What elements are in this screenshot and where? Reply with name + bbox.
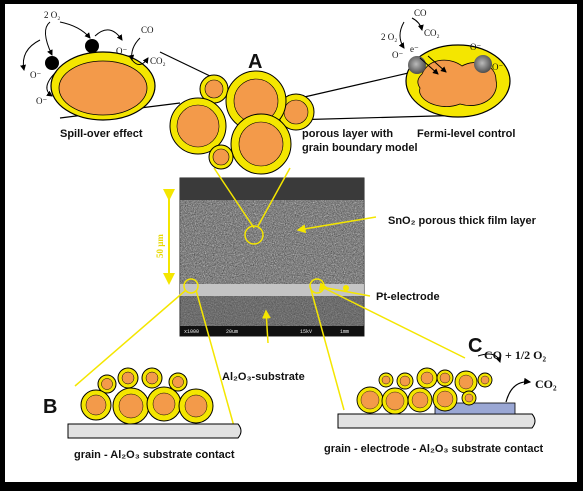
porous-layer-label-2: grain boundary model (302, 142, 418, 154)
porous-layer-label-1: porous layer with (302, 128, 393, 140)
pt-electrode-label: Pt-electrode (376, 291, 440, 303)
callout-lines-yellow (74, 167, 466, 431)
grain-cluster-c: CO + 1/2 O₂ CO₂ (337, 348, 557, 429)
co2-label-3: CO₂ (535, 377, 557, 391)
grain-electrode-contact-label: grain - electrode - Al₂O₃ substrate cont… (324, 443, 544, 455)
grain-cluster-b (67, 367, 242, 439)
o-minus-label-3: O⁻ (36, 96, 47, 106)
o-minus-label-6: O⁻ (492, 62, 503, 72)
co2-label-2: CO₂ (424, 28, 440, 38)
o-minus-label-5: O⁻ (470, 42, 481, 52)
sem-kv: 15kV (300, 329, 312, 335)
fermi-label: Fermi-level control (417, 128, 515, 140)
marker-c: C (468, 335, 482, 357)
spill-over-grain: 2 O₂ CO CO₂ O⁻ O⁻ O⁻ (20, 10, 166, 121)
o-minus-label-4: O⁻ (392, 50, 403, 60)
fermi-grain: CO CO₂ 2 O₂ O⁻ e⁻ O⁻ O⁻ (381, 8, 511, 118)
spill-over-label: Spill-over effect (60, 128, 143, 140)
al2o3-substrate-label: Al₂O₃-substrate (222, 371, 305, 383)
co-label-2: CO (414, 8, 427, 18)
o2-label-2: 2 O₂ (381, 32, 397, 42)
sem-scale-text: 20um (226, 329, 238, 335)
sem-magnification: x1000 (184, 329, 199, 335)
marker-a: A (248, 51, 262, 73)
sem-num: 1mm (340, 329, 349, 335)
e-minus-label: e⁻ (410, 44, 419, 54)
sno2-layer-label: SnO₂ porous thick film layer (388, 215, 537, 227)
co2-label-1: CO₂ (150, 56, 166, 66)
grain-cluster-a (169, 70, 315, 175)
scale-bar: 50 µm (155, 189, 175, 285)
o2-in-label: 2 O₂ (44, 10, 60, 20)
marker-b: B (43, 396, 57, 418)
co-label-1: CO (141, 25, 154, 35)
scale-bar-label: 50 µm (155, 234, 165, 258)
grain-substrate-contact-label: grain - Al₂O₃ substrate contact (74, 449, 235, 461)
co-half-o2-label: CO + 1/2 O₂ (484, 348, 547, 362)
o-minus-label-2: O⁻ (30, 70, 41, 80)
o-minus-label-1: O⁻ (116, 46, 127, 56)
